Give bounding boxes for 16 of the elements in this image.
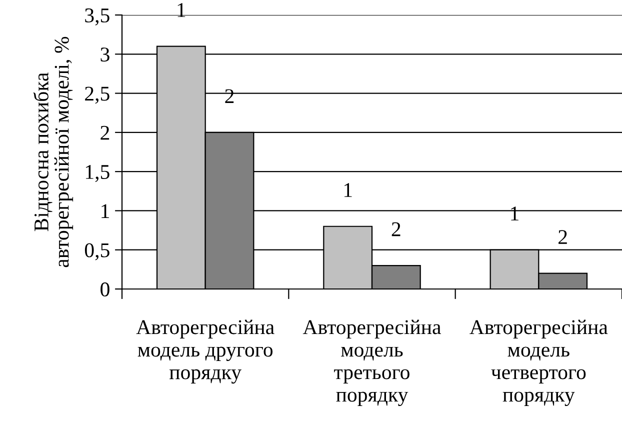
y-tick-label: 1,5 bbox=[86, 165, 110, 182]
x-tick-label: Авторегресійна модель четвертого порядку bbox=[470, 320, 608, 406]
y-tick-label: 3,5 bbox=[85, 8, 110, 26]
text: 2 bbox=[558, 230, 567, 244]
y-tick-label: 1 bbox=[102, 204, 109, 218]
series-label: 1 bbox=[344, 183, 352, 197]
y-tick-label: 2 bbox=[100, 126, 110, 140]
y-axis-title: Відносна похибка авторегресійної моделі, % bbox=[33, 36, 74, 268]
x-tick-label: Авторегресійна модель другого порядку bbox=[136, 320, 274, 384]
text: 1 bbox=[178, 3, 186, 17]
y-tick-label: 0 bbox=[100, 282, 110, 296]
series-label: 2 bbox=[392, 222, 400, 236]
y-tick-label: 3 bbox=[100, 48, 110, 62]
y-tick-label: 2,5 bbox=[85, 86, 110, 104]
y-tick-label: 0,5 bbox=[84, 243, 110, 260]
x-tick-label: Авторегресійна модель третього порядку bbox=[302, 320, 441, 406]
